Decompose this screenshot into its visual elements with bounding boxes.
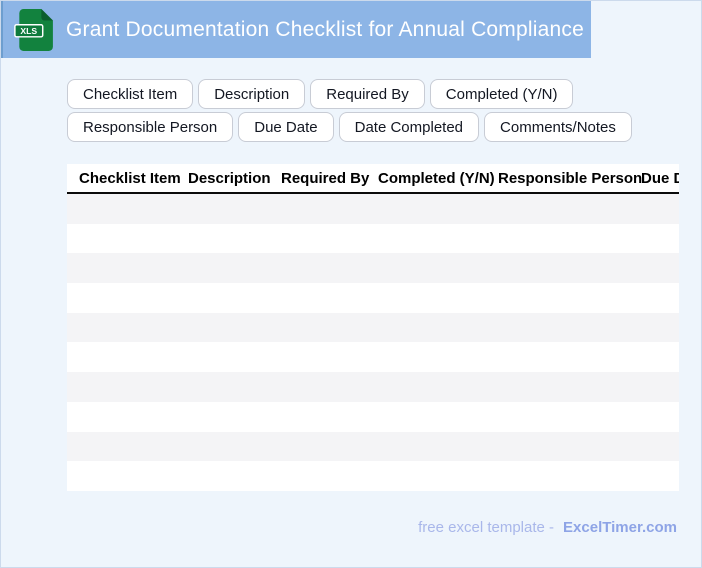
title-bar: XLS Grant Documentation Checklist for An… bbox=[1, 1, 591, 58]
xls-file-icon: XLS bbox=[14, 8, 53, 51]
table-row bbox=[67, 194, 679, 224]
table-row bbox=[67, 283, 679, 313]
table-row bbox=[67, 431, 679, 462]
table-header-row: Checklist Item Description Required By C… bbox=[67, 164, 679, 194]
col-header-description: Description bbox=[188, 169, 271, 187]
tag-list: Checklist Item Description Required By C… bbox=[67, 79, 687, 142]
col-header-due-date: Due Date bbox=[641, 169, 679, 187]
footer: free excel template - ExcelTimer.com bbox=[418, 519, 677, 536]
tag-completed-yn[interactable]: Completed (Y/N) bbox=[429, 79, 574, 109]
footer-brand-link[interactable]: ExcelTimer.com bbox=[563, 519, 677, 536]
table-body bbox=[67, 194, 679, 491]
table-row bbox=[67, 461, 679, 491]
checklist-table: Checklist Item Description Required By C… bbox=[67, 164, 679, 491]
col-header-checklist-item: Checklist Item bbox=[79, 169, 181, 187]
col-header-responsible-person: Responsible Person bbox=[498, 169, 643, 187]
tag-responsible-person[interactable]: Responsible Person bbox=[67, 112, 234, 142]
tag-comments-notes[interactable]: Comments/Notes bbox=[484, 112, 632, 142]
table-row bbox=[67, 342, 679, 373]
table-row bbox=[67, 401, 679, 432]
page-title: Grant Documentation Checklist for Annual… bbox=[66, 17, 584, 41]
table-row bbox=[67, 312, 679, 343]
col-header-completed-yn: Completed (Y/N) bbox=[378, 169, 495, 187]
tag-due-date[interactable]: Due Date bbox=[238, 112, 334, 142]
xls-icon-label: XLS bbox=[20, 26, 37, 36]
tag-date-completed[interactable]: Date Completed bbox=[338, 112, 480, 142]
tag-checklist-item[interactable]: Checklist Item bbox=[67, 79, 194, 109]
footer-tagline: free excel template - bbox=[418, 519, 555, 536]
tag-description[interactable]: Description bbox=[198, 79, 306, 109]
table-row bbox=[67, 253, 679, 284]
table-row bbox=[67, 223, 679, 254]
tag-required-by[interactable]: Required By bbox=[310, 79, 425, 109]
col-header-required-by: Required By bbox=[281, 169, 370, 187]
table-row bbox=[67, 372, 679, 402]
